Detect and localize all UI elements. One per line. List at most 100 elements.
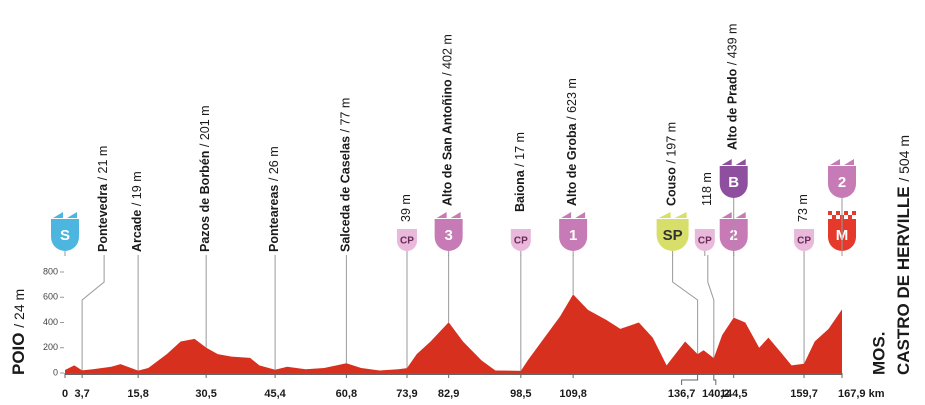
landmark-elevation: / 26 m <box>267 146 281 181</box>
checker <box>832 215 836 219</box>
x-tick-label: 73,9 <box>396 388 417 400</box>
landmark-label: Baiona / 17 m <box>513 132 527 212</box>
landmark-elevation: / 17 m <box>513 132 527 167</box>
badge-label: 1 <box>569 227 577 244</box>
start-elevation: / 24 m <box>11 289 27 328</box>
landmark-label: Couso / 197 m <box>665 122 679 206</box>
badge-label: CP <box>400 236 414 247</box>
x-tick-leader <box>681 378 699 385</box>
landmark-label: Arcade / 19 m <box>130 171 144 252</box>
badge-flag <box>721 159 746 165</box>
y-tick-label: 600 <box>43 292 58 302</box>
leader-line <box>81 255 105 371</box>
start-label: POIO / 24 m <box>9 289 28 375</box>
landmark-elevation: / 19 m <box>130 171 144 206</box>
landmark-label: Alto de Prado / 439 m <box>726 24 740 150</box>
x-tick-label: 98,5 <box>510 388 531 400</box>
landmark-name: Alto de Prado <box>726 68 740 150</box>
finish-label: CASTRO DE HERVILLE / 504 m <box>894 135 913 375</box>
finish-town: MOS. <box>869 332 888 375</box>
badge-flag <box>830 159 854 165</box>
elevation-profile <box>65 294 842 373</box>
x-tick-label: 60,8 <box>336 388 357 400</box>
landmark-label: Alto de Groba / 623 m <box>565 78 579 206</box>
checker <box>848 215 852 219</box>
x-tick-label: 144,5 <box>720 388 748 400</box>
badge <box>396 229 417 251</box>
badge-flag <box>721 212 746 218</box>
finish-elevation: / 504 m <box>896 135 912 182</box>
y-tick-label: 200 <box>43 342 58 352</box>
x-tick-leader <box>713 378 717 385</box>
badge-label: CP <box>514 236 528 247</box>
checker <box>836 211 840 215</box>
badge-label: SP <box>663 227 683 244</box>
landmark-label: 73 m <box>796 194 810 222</box>
badge <box>434 219 463 251</box>
badge <box>794 229 815 251</box>
x-tick-label: 109,8 <box>559 388 587 400</box>
finish-name: CASTRO DE HERVILLE <box>894 186 913 375</box>
badge-label: B <box>728 174 739 191</box>
landmark-elevation: / 77 m <box>339 98 353 133</box>
landmark-name: Alto de San Antoñino <box>441 79 455 206</box>
badge-label: S <box>60 227 70 244</box>
badge-flag <box>658 212 687 218</box>
landmark-name: Ponteareas <box>267 185 281 252</box>
landmark-elevation: / 439 m <box>726 24 740 66</box>
landmark-name: Salceda de Caselas <box>339 136 353 252</box>
landmark-elevation: 73 m <box>796 194 810 222</box>
landmark-name: Pontevedra <box>96 183 110 252</box>
badge-label: CP <box>698 236 712 247</box>
badge <box>828 166 856 198</box>
x-tick-label: 136,7 <box>668 388 696 400</box>
x-tick-label: 3,7 <box>74 388 89 400</box>
landmark-label: Pazos de Borbén / 201 m <box>198 105 212 252</box>
badge-label: 3 <box>444 227 452 244</box>
x-tick-label: 30,5 <box>195 388 216 400</box>
landmark-label: Pontevedra / 21 m <box>96 146 110 252</box>
x-tick-label: 167,9 km <box>838 388 885 400</box>
badge <box>694 229 715 251</box>
badge-label: 2 <box>838 174 846 191</box>
badge <box>510 229 531 251</box>
x-tick-label: 159,7 <box>790 388 818 400</box>
badge <box>51 219 79 251</box>
landmark-elevation: / 201 m <box>198 105 212 147</box>
leader-line <box>672 255 699 355</box>
landmark-name: Baiona <box>513 169 527 212</box>
x-tick-label: 140,2 <box>702 388 730 400</box>
y-tick-label: 0 <box>53 367 58 377</box>
landmark-label: Salceda de Caselas / 77 m <box>339 98 353 252</box>
leader-line <box>707 255 715 359</box>
x-tick-label: 15,8 <box>127 388 148 400</box>
landmark-elevation: / 402 m <box>441 34 455 76</box>
y-tick-label: 400 <box>43 317 58 327</box>
landmark-label: Ponteareas / 26 m <box>267 146 281 252</box>
checker <box>844 211 848 215</box>
badge-flag <box>53 212 77 218</box>
landmark-label: Alto de San Antoñino / 402 m <box>441 34 455 206</box>
badge <box>719 166 748 198</box>
badge-flag <box>436 212 461 218</box>
x-tick-label: 45,4 <box>264 388 286 400</box>
landmark-elevation: / 197 m <box>665 122 679 164</box>
landmark-name: Couso <box>665 167 679 206</box>
checker <box>852 211 856 215</box>
badge <box>656 219 689 251</box>
checker <box>828 211 832 215</box>
landmark-label: 39 m <box>399 194 413 222</box>
landmark-name: Alto de Groba <box>565 122 579 206</box>
landmark-name: Arcade <box>130 210 144 252</box>
badge-label: CP <box>797 236 811 247</box>
landmark-elevation: 118 m <box>700 172 714 206</box>
badge <box>559 219 588 251</box>
landmark-elevation: 39 m <box>399 194 413 222</box>
badge-flag <box>561 212 586 218</box>
y-tick-label: 800 <box>43 266 58 276</box>
landmark-name: Pazos de Borbén <box>198 151 212 252</box>
landmark-elevation: / 21 m <box>96 146 110 181</box>
x-tick-label: 0 <box>62 388 68 400</box>
landmark-label: 118 m <box>700 172 714 206</box>
